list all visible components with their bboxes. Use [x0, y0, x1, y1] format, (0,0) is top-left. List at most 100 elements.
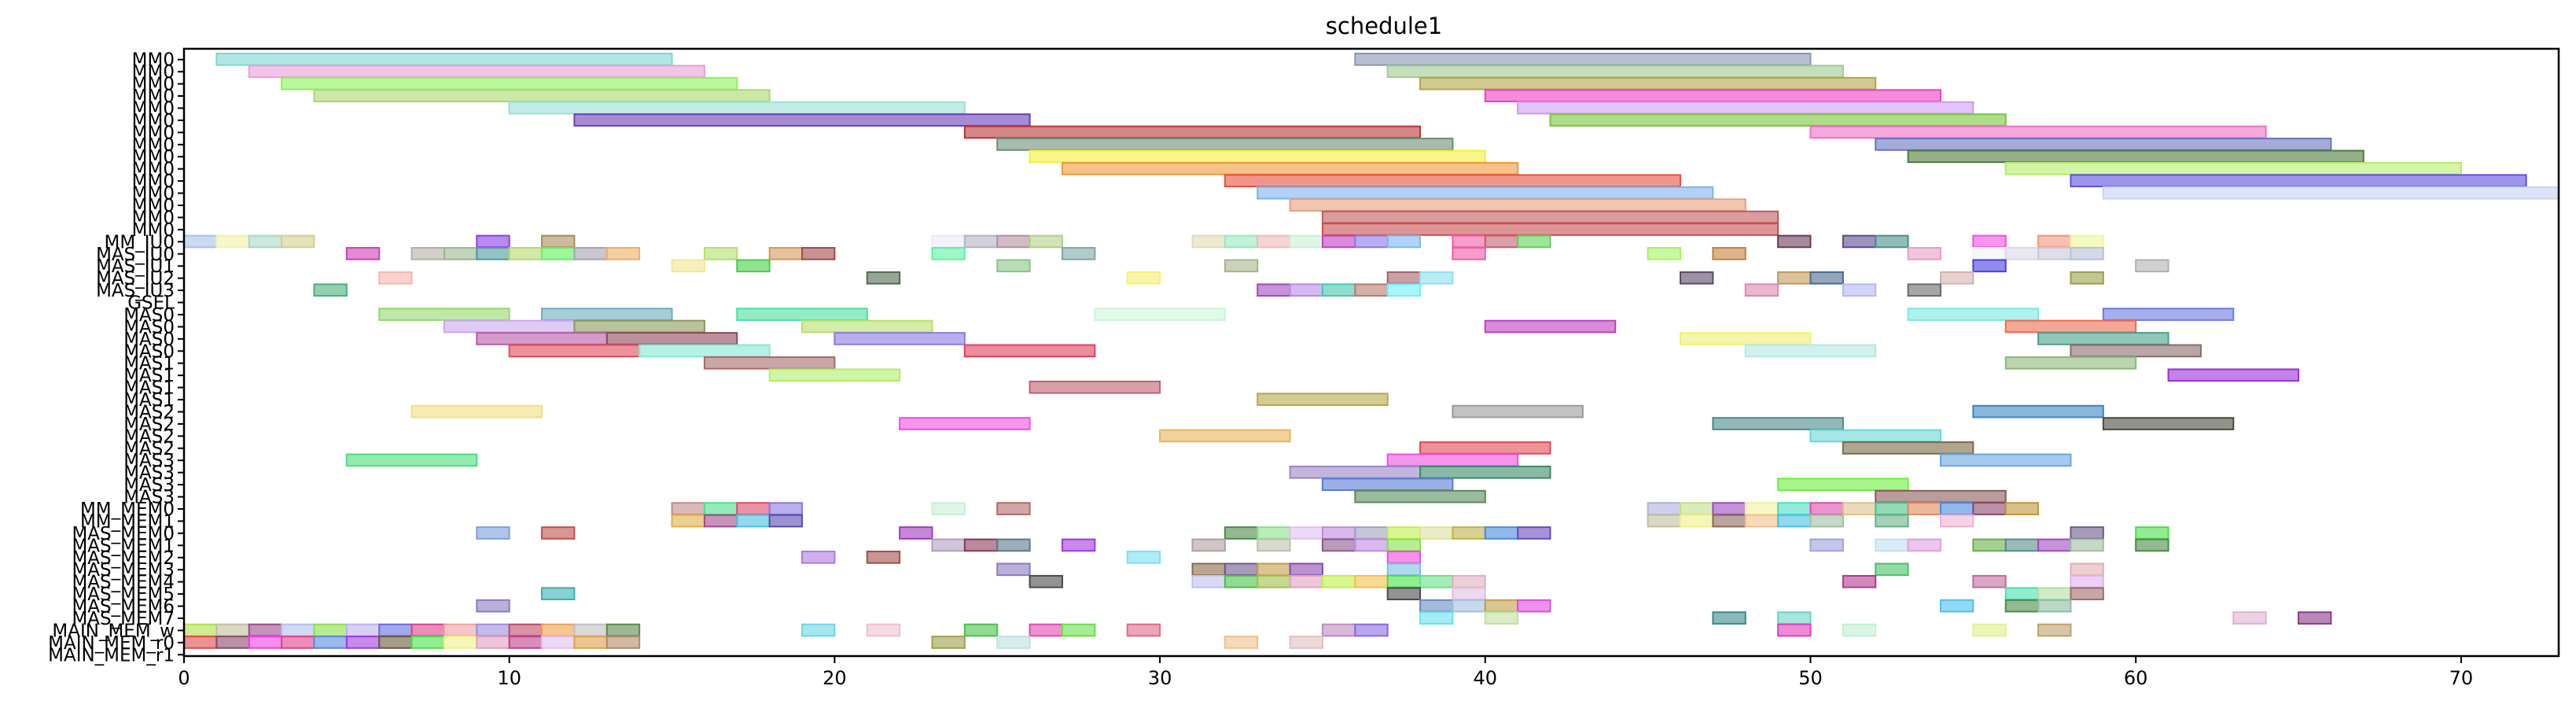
task-bar [1939, 453, 2072, 467]
task-bar [2167, 368, 2300, 382]
task-bar [508, 101, 966, 115]
x-tick-label: 30 [1148, 667, 1172, 689]
task-bar [378, 271, 413, 285]
x-tick-label: 60 [2124, 667, 2148, 689]
task-bar [1224, 562, 1259, 577]
task-bar [931, 234, 966, 249]
y-tick-label: MM_MEM0 [80, 500, 175, 520]
y-tick-label: MAS0 [123, 341, 175, 362]
task-bar [2070, 174, 2527, 188]
task-bar [1939, 502, 1974, 515]
task-bar [1321, 210, 1779, 224]
task-bar [931, 247, 966, 260]
task-bar [703, 514, 738, 528]
task-bar [1777, 478, 1909, 492]
task-bar [476, 526, 510, 540]
task-bar [1289, 574, 1323, 588]
task-bar [1972, 538, 2007, 552]
task-bar [2004, 502, 2040, 515]
task-bar [1842, 623, 1877, 637]
task-bar [1777, 234, 1812, 249]
y-tick-label: MAS1 [123, 366, 175, 386]
task-bar [801, 551, 836, 564]
y-tick-label: MM0 [132, 111, 175, 131]
task-bar [2004, 587, 2040, 601]
task-bar [1517, 526, 1551, 540]
task-bar [1907, 502, 1941, 515]
task-bar [1061, 161, 1519, 175]
y-tick-label: MAS_MEM5 [72, 584, 175, 605]
task-bar [768, 247, 804, 260]
task-bar [378, 308, 510, 321]
task-bar [1386, 65, 1844, 79]
task-bar [1224, 174, 1682, 188]
y-tick-label: MAS2 [123, 415, 175, 435]
task-bar [1419, 574, 1454, 588]
task-bar [1452, 526, 1486, 540]
task-bar [1257, 283, 1291, 297]
task-bar [2037, 247, 2072, 260]
task-bar [2070, 526, 2104, 540]
task-bar [183, 234, 218, 249]
task-bar [281, 636, 315, 649]
task-bar [1680, 514, 1714, 528]
task-bar [1777, 502, 1812, 515]
task-bar [345, 636, 381, 649]
task-bar [963, 538, 999, 552]
y-tick-label: MAS2 [123, 439, 175, 459]
task-bar [1354, 283, 1389, 297]
task-bar [1061, 538, 1096, 552]
task-bar [248, 623, 283, 637]
task-bar [1712, 247, 1746, 260]
task-bar [2004, 538, 2040, 552]
task-bar [345, 453, 478, 467]
x-tick-label: 10 [497, 667, 521, 689]
task-bar [313, 636, 348, 649]
task-bar [410, 404, 543, 419]
task-bar [899, 526, 933, 540]
task-bar [1777, 271, 1812, 285]
plot-frame [182, 47, 2560, 658]
task-bar [1680, 502, 1714, 515]
task-bar [1354, 489, 1486, 503]
task-bar [508, 636, 543, 649]
task-bar [313, 623, 348, 637]
y-tick-label: MAS0 [123, 305, 175, 326]
task-bar [443, 247, 478, 260]
task-bar [1289, 465, 1422, 479]
task-bar [1224, 234, 1259, 249]
task-bar [1419, 526, 1454, 540]
task-bar [671, 514, 705, 528]
task-bar [703, 247, 738, 260]
x-tick-label: 20 [822, 667, 847, 689]
task-bar [281, 234, 315, 249]
task-bar [573, 319, 705, 334]
y-tick-label: MM0 [132, 50, 175, 71]
task-bar [1354, 234, 1389, 249]
y-tick-label: MAS1 [123, 390, 175, 411]
task-bar [1289, 283, 1323, 297]
task-bar [1354, 623, 1389, 637]
y-tick-label: MAS_MEM4 [72, 573, 175, 593]
task-bar [1907, 149, 2364, 164]
task-bar [1517, 101, 1974, 115]
task-bar [215, 234, 250, 249]
task-bar [1452, 599, 1486, 613]
task-bar [1257, 186, 1714, 200]
task-bar [183, 623, 218, 637]
task-bar [1809, 429, 1941, 443]
y-tick-label: MM0 [132, 171, 175, 192]
task-bar [996, 502, 1031, 515]
task-bar [2004, 247, 2040, 260]
y-tick-label: MAIN_MEM_r0 [48, 633, 175, 654]
task-bar [2070, 587, 2104, 601]
task-bar [1939, 514, 1974, 528]
task-bar [1452, 587, 1486, 601]
task-bar [736, 514, 771, 528]
task-bar [1809, 502, 1844, 515]
task-bar [1875, 234, 1909, 249]
task-bar [2037, 599, 2072, 613]
task-bar [2037, 538, 2072, 552]
y-tick-label: MAS_IU1 [96, 256, 175, 277]
task-bar [2037, 623, 2072, 637]
